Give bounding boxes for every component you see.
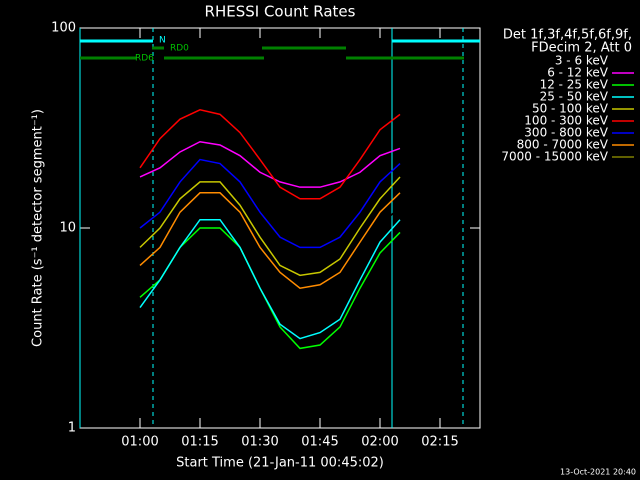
x-axis-label: Start Time (21-Jan-11 00:45:02): [176, 456, 384, 471]
night-label: N: [159, 36, 166, 46]
series-line: [139, 140, 401, 188]
series-line: [139, 197, 401, 334]
legend-label: 6 - 12 keV: [547, 66, 609, 80]
y-tick-label: 100: [51, 21, 76, 36]
x-tick-label: 01:45: [301, 435, 338, 450]
chart-title: RHESSI Count Rates: [205, 3, 356, 21]
legend-label: 3 - 6 keV: [555, 54, 609, 68]
y-tick-label: 10: [59, 221, 76, 236]
series-line: [139, 218, 401, 340]
x-tick-label: 01:00: [121, 435, 158, 450]
footer: 13-Oct-2021 20:40: [560, 468, 636, 477]
x-tick-label: 01:30: [241, 435, 278, 450]
legend-label: 100 - 300 keV: [524, 114, 608, 128]
legend-header: FDecim 2, Att 0: [531, 41, 632, 56]
legend-label: 12 - 25 keV: [540, 78, 609, 92]
series-line: [139, 158, 401, 249]
legend-label: 25 - 50 keV: [540, 90, 609, 104]
y-tick-label: 1: [68, 421, 76, 436]
series-line: [139, 192, 401, 290]
y-axis-label: Count Rate (s⁻¹ detector segment⁻¹): [31, 109, 46, 347]
legend-label: 50 - 100 keV: [532, 102, 609, 116]
rd0-label: RD0: [170, 44, 189, 54]
series-line: [139, 176, 401, 277]
x-tick-label: 01:15: [181, 435, 218, 450]
rd6-label: RD6: [135, 54, 154, 64]
legend-label: 7000 - 15000 keV: [501, 150, 608, 164]
legend-header: Det 1f,3f,4f,5f,6f,9f,: [503, 28, 632, 43]
x-tick-label: 02:15: [421, 435, 458, 450]
x-tick-label: 02:00: [361, 435, 398, 450]
legend-label: 300 - 800 keV: [524, 126, 608, 140]
legend-label: 800 - 7000 keV: [517, 138, 609, 152]
series-line: [139, 108, 401, 200]
